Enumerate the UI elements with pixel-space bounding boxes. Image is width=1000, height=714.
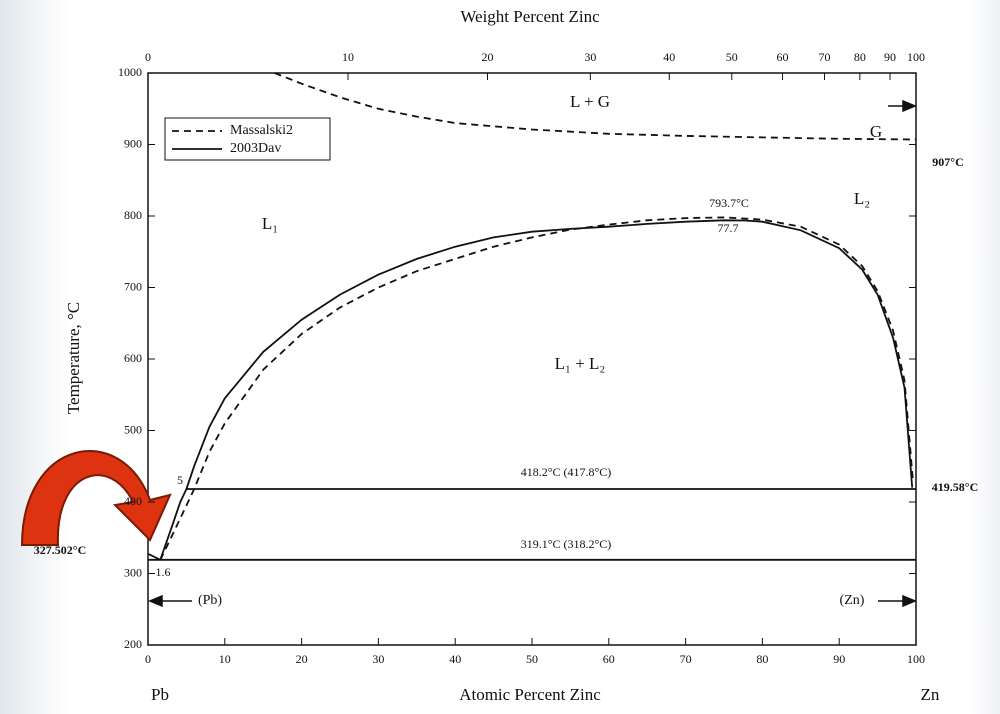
x-tick-label: 10 xyxy=(219,652,231,666)
y-axis-title: Temperature, °C xyxy=(64,302,83,414)
legend-label: 2003Dav xyxy=(230,141,281,156)
arrow-head xyxy=(902,99,917,113)
top-tick-label: 90 xyxy=(884,50,896,64)
x-tick-label: 20 xyxy=(296,652,308,666)
y-tick-label: 600 xyxy=(124,351,142,365)
x-tick-label: 80 xyxy=(756,652,768,666)
x-tick-label: 40 xyxy=(449,652,461,666)
annotation: Pb xyxy=(151,685,169,704)
annotation: 418.2°C (417.8°C) xyxy=(521,465,612,479)
y-tick-label: 900 xyxy=(124,136,142,150)
annotation: G xyxy=(870,122,882,141)
annotation: 77.7 xyxy=(718,221,739,235)
x-tick-label: 60 xyxy=(603,652,615,666)
top-tick-label: 40 xyxy=(663,50,675,64)
x-axis-title: Atomic Percent Zinc xyxy=(459,685,601,704)
x-tick-label: 100 xyxy=(907,652,925,666)
y-tick-label: 1000 xyxy=(118,65,142,79)
annotation: (Pb) xyxy=(198,593,222,608)
annotation: L + G xyxy=(570,92,610,111)
annotation: 5 xyxy=(177,473,183,487)
x-tick-label: 70 xyxy=(680,652,692,666)
y-tick-label: 400 xyxy=(124,494,142,508)
x-tick-label: 50 xyxy=(526,652,538,666)
annotation: 1.6 xyxy=(156,565,171,579)
highlight-arrow xyxy=(20,450,172,546)
annotation: (Zn) xyxy=(840,593,865,608)
top-tick-label: 80 xyxy=(854,50,866,64)
top-tick-label: 100 xyxy=(907,50,925,64)
annotation: 907°C xyxy=(932,155,963,169)
annotation: L₁ xyxy=(262,214,278,233)
arrow-head xyxy=(902,594,917,608)
top-tick-label: 30 xyxy=(584,50,596,64)
top-tick-label: 50 xyxy=(726,50,738,64)
y-tick-label: 800 xyxy=(124,208,142,222)
top-tick-label: 60 xyxy=(777,50,789,64)
top-tick-label: 70 xyxy=(819,50,831,64)
arrow-head xyxy=(148,594,163,608)
legend-box xyxy=(164,117,331,161)
annotation: 319.1°C (318.2°C) xyxy=(521,537,612,551)
annotation: 327.502°C xyxy=(34,543,86,557)
y-tick-label: 700 xyxy=(124,279,142,293)
x-tick-label: 30 xyxy=(372,652,384,666)
annotation: L₂ xyxy=(854,189,870,208)
annotation: L₁ + L₂ xyxy=(555,354,606,373)
series-line xyxy=(159,72,917,561)
x-tick-label: 90 xyxy=(833,652,845,666)
legend-label: Massalski2 xyxy=(230,123,293,138)
series-line xyxy=(147,219,916,562)
top-axis-title: Weight Percent Zinc xyxy=(460,7,600,26)
x-tick-label: 0 xyxy=(145,652,151,666)
arrows xyxy=(148,99,917,608)
y-tick-label: 200 xyxy=(124,637,142,651)
y-tick-label: 500 xyxy=(124,422,142,436)
top-tick-label: 10 xyxy=(342,50,354,64)
annotation: 419.58°C xyxy=(932,480,978,494)
annotation: Zn xyxy=(921,685,940,704)
y-tick-label: 300 xyxy=(124,565,142,579)
top-tick-label: 0 xyxy=(145,50,151,64)
annotation: 793.7°C xyxy=(709,196,749,210)
top-tick-label: 20 xyxy=(481,50,493,64)
